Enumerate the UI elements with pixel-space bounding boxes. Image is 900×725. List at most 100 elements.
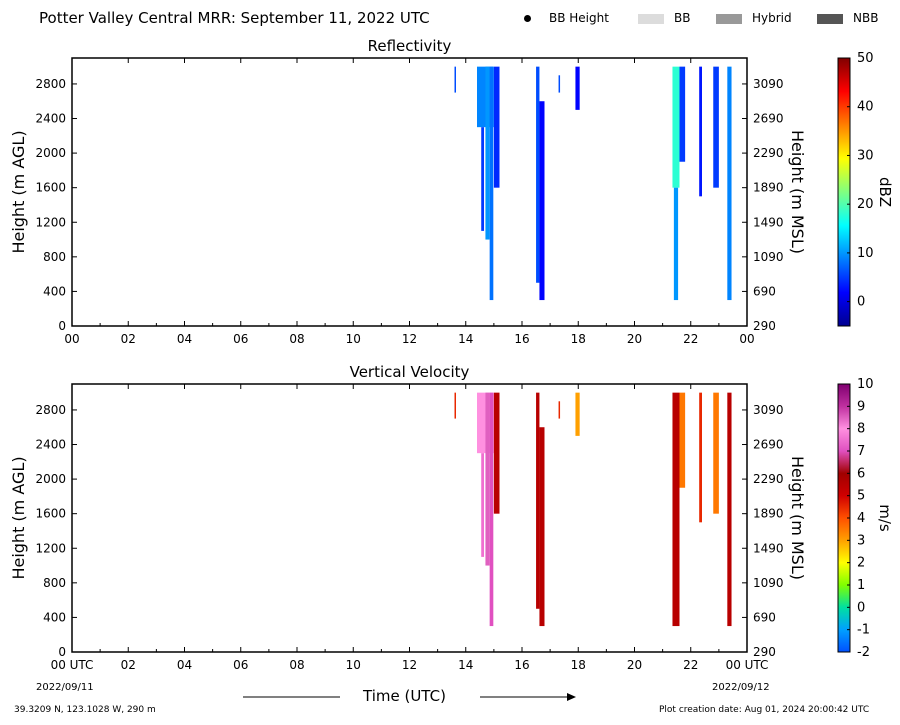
legend-label: BB Height xyxy=(549,11,609,25)
y2-tick-label: 1890 xyxy=(753,181,784,195)
echo-column xyxy=(713,392,719,514)
y2-tick-label: 1490 xyxy=(753,215,784,229)
figure-title: Potter Valley Central MRR: September 11,… xyxy=(39,9,430,27)
x-tick-label: 00 UTC xyxy=(726,658,769,672)
y2-tick-label: 2290 xyxy=(753,472,784,486)
y-tick-label: 2800 xyxy=(35,77,66,91)
end-date-label: 2022/09/12 xyxy=(712,682,770,693)
echo-column xyxy=(727,392,732,627)
y-axis-label: Height (m AGL) xyxy=(9,130,28,253)
legend-item-bb-height: BB Height xyxy=(524,11,609,25)
echo-column xyxy=(679,392,686,488)
echo-column xyxy=(673,187,679,301)
legend-label: BB xyxy=(674,11,691,25)
x-tick-label: 16 xyxy=(514,658,529,672)
y2-tick-label: 1890 xyxy=(753,507,784,521)
colorbar-tick-label: 0 xyxy=(857,295,865,310)
x-tick-label: 04 xyxy=(177,658,192,672)
echo-column xyxy=(485,66,490,240)
echo-column xyxy=(699,392,702,523)
y2-tick-label: 290 xyxy=(753,319,776,333)
echo-column xyxy=(679,66,686,162)
x-tick-label: 08 xyxy=(289,658,304,672)
echo-column xyxy=(454,392,456,419)
x-tick-label: 12 xyxy=(402,658,417,672)
y-tick-label: 2800 xyxy=(35,403,66,417)
colorbar-tick-label: -1 xyxy=(857,623,870,638)
colorbar-tick-label: 40 xyxy=(857,100,874,115)
y-tick-label: 800 xyxy=(43,250,66,264)
y2-tick-label: 290 xyxy=(753,645,776,659)
colorbar-tick-label: 4 xyxy=(857,511,865,526)
echo-column xyxy=(489,66,494,301)
time-arrows xyxy=(243,693,576,701)
hybrid-swatch-icon xyxy=(716,13,742,24)
colorbar-tick-label: -2 xyxy=(857,645,870,660)
x-tick-label: 00 xyxy=(739,332,754,346)
colorbar-tick-label: 10 xyxy=(857,377,874,392)
x-tick-label: 14 xyxy=(458,332,473,346)
echo-column xyxy=(558,401,561,419)
x-tick-label: 16 xyxy=(514,332,529,346)
colorbar-tick-label: 20 xyxy=(857,197,874,212)
y2-tick-label: 1090 xyxy=(753,250,784,264)
legend-item-nbb: NBB xyxy=(817,11,878,25)
y-tick-label: 400 xyxy=(43,610,66,624)
x-tick-label: 12 xyxy=(402,332,417,346)
x-tick-label: 04 xyxy=(177,332,192,346)
y-tick-label: 1200 xyxy=(35,541,66,555)
echo-column xyxy=(485,392,490,566)
start-date-label: 2022/09/11 xyxy=(36,682,94,693)
x-tick-label: 20 xyxy=(627,332,642,346)
x-tick-label: 22 xyxy=(683,658,698,672)
panel-title: Vertical Velocity xyxy=(350,363,470,381)
colorbar-tick-label: 3 xyxy=(857,533,865,548)
x-tick-label: 08 xyxy=(289,332,304,346)
x-tick-label: 18 xyxy=(571,332,586,346)
x-tick-label: 20 xyxy=(627,658,642,672)
y-tick-label: 1600 xyxy=(35,507,66,521)
y-tick-label: 2000 xyxy=(35,472,66,486)
x-tick-label: 06 xyxy=(233,658,248,672)
x-tick-label: 00 xyxy=(64,332,79,346)
colorbar-tick-label: 9 xyxy=(857,399,865,414)
location-text: 39.3209 N, 123.1028 W, 290 m xyxy=(14,705,156,715)
x-axis-label: Time (UTC) xyxy=(363,687,446,705)
y2-tick-label: 2690 xyxy=(753,438,784,452)
plot-frame xyxy=(71,57,748,327)
y-tick-label: 800 xyxy=(43,576,66,590)
echo-column xyxy=(481,453,485,557)
y2-axis-label: Height (m MSL) xyxy=(788,130,807,254)
colorbar xyxy=(837,57,851,327)
y2-tick-label: 1090 xyxy=(753,576,784,590)
x-tick-label: 00 UTC xyxy=(51,658,94,672)
plot-frame xyxy=(71,383,748,653)
echo-column xyxy=(481,127,485,231)
y-tick-label: 2400 xyxy=(35,438,66,452)
x-tick-label: 02 xyxy=(121,658,136,672)
colorbar-label: m/s xyxy=(876,504,894,532)
panel-title: Reflectivity xyxy=(368,37,452,55)
colorbar-tick-label: 8 xyxy=(857,422,865,437)
echo-column xyxy=(558,75,561,93)
colorbar-tick-label: 30 xyxy=(857,148,874,163)
y2-tick-label: 2690 xyxy=(753,112,784,126)
arrow-head-icon xyxy=(567,693,576,701)
colorbar-tick-label: 7 xyxy=(857,444,865,459)
legend-item-hybrid: Hybrid xyxy=(716,11,792,25)
x-tick-label: 10 xyxy=(346,332,361,346)
colorbar-tick-label: 5 xyxy=(857,489,865,504)
x-tick-label: 06 xyxy=(233,332,248,346)
y2-tick-label: 690 xyxy=(753,284,776,298)
echo-column xyxy=(539,101,545,301)
echo-column xyxy=(536,392,540,609)
y-tick-label: 2000 xyxy=(35,146,66,160)
x-tick-label: 14 xyxy=(458,658,473,672)
colorbar-tick-label: 0 xyxy=(857,600,865,615)
y-tick-label: 0 xyxy=(58,319,66,333)
echo-column xyxy=(575,392,580,436)
y2-tick-label: 1490 xyxy=(753,541,784,555)
y-tick-label: 2400 xyxy=(35,112,66,126)
y2-tick-label: 2290 xyxy=(753,146,784,160)
